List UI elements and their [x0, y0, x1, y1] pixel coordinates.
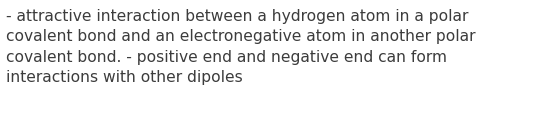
Text: - attractive interaction between a hydrogen atom in a polar
covalent bond and an: - attractive interaction between a hydro…: [6, 9, 475, 85]
